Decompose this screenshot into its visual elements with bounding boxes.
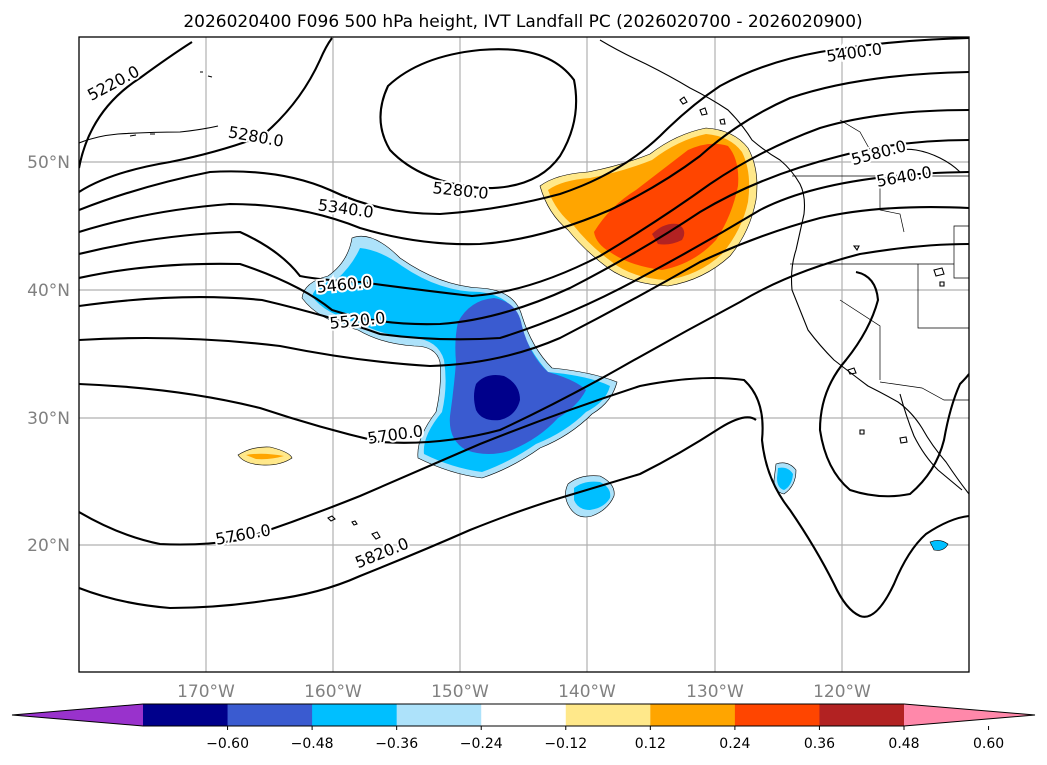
colorbar-extend-low	[12, 704, 143, 726]
lon-label: 120°W	[813, 682, 871, 702]
colorbar-tick-label: 0.24	[719, 736, 750, 752]
lon-label: 170°W	[177, 682, 235, 702]
lon-label: 150°W	[431, 682, 489, 702]
lon-label: 130°W	[686, 682, 744, 702]
colorbar-extend-high	[904, 704, 1035, 726]
lat-label: 20°N	[27, 536, 70, 556]
longitude-labels: 170°W 160°W 150°W 140°W 130°W 120°W	[177, 682, 871, 702]
latitude-labels: 50°N 40°N 30°N 20°N	[27, 153, 70, 556]
colorbar-tick-label: 0.12	[635, 736, 666, 752]
lon-label: 160°W	[304, 682, 362, 702]
lat-label: 40°N	[27, 281, 70, 301]
colorbar-tick-label: −0.48	[291, 736, 334, 752]
map-frame	[78, 36, 970, 673]
colorbar-swatch	[734, 704, 820, 726]
colorbar-swatch	[396, 704, 482, 726]
coastlines	[79, 39, 969, 553]
colorbar: −0.60 −0.48 −0.36 −0.24 −0.12 0.12 0.24 0.36 0.4…	[11, 703, 1036, 752]
colorbar-tick-label: 0.48	[888, 736, 919, 752]
lat-label: 30°N	[27, 409, 70, 429]
colorbar-tick-label: −0.60	[206, 736, 249, 752]
colorbar-swatch	[481, 704, 567, 726]
colorbar-tick-label: −0.12	[544, 736, 587, 752]
colorbar-tick-label: 0.36	[804, 736, 835, 752]
figure-title: 2026020400 F096 500 hPa height, IVT Land…	[183, 12, 862, 32]
colorbar-swatch	[143, 704, 229, 726]
colorbar-swatch	[565, 704, 651, 726]
lon-label: 140°W	[558, 682, 616, 702]
colorbar-outline	[11, 703, 1036, 727]
colorbar-swatch	[312, 704, 398, 726]
lat-label: 50°N	[27, 153, 70, 173]
colorbar-swatch	[650, 704, 736, 726]
colorbar-tick-label: −0.36	[375, 736, 418, 752]
map-panel: 5220.0 5280.0 5280.0 5340.0 5400.0 5460.…	[79, 37, 969, 672]
ivt-negative-shading	[301, 235, 949, 551]
colorbar-tick-label: −0.24	[460, 736, 503, 752]
height-contours	[79, 37, 969, 618]
colorbar-swatch	[227, 704, 313, 726]
colorbar-swatch	[819, 704, 905, 726]
colorbar-tick-label: 0.60	[973, 736, 1004, 752]
borders	[790, 119, 969, 401]
